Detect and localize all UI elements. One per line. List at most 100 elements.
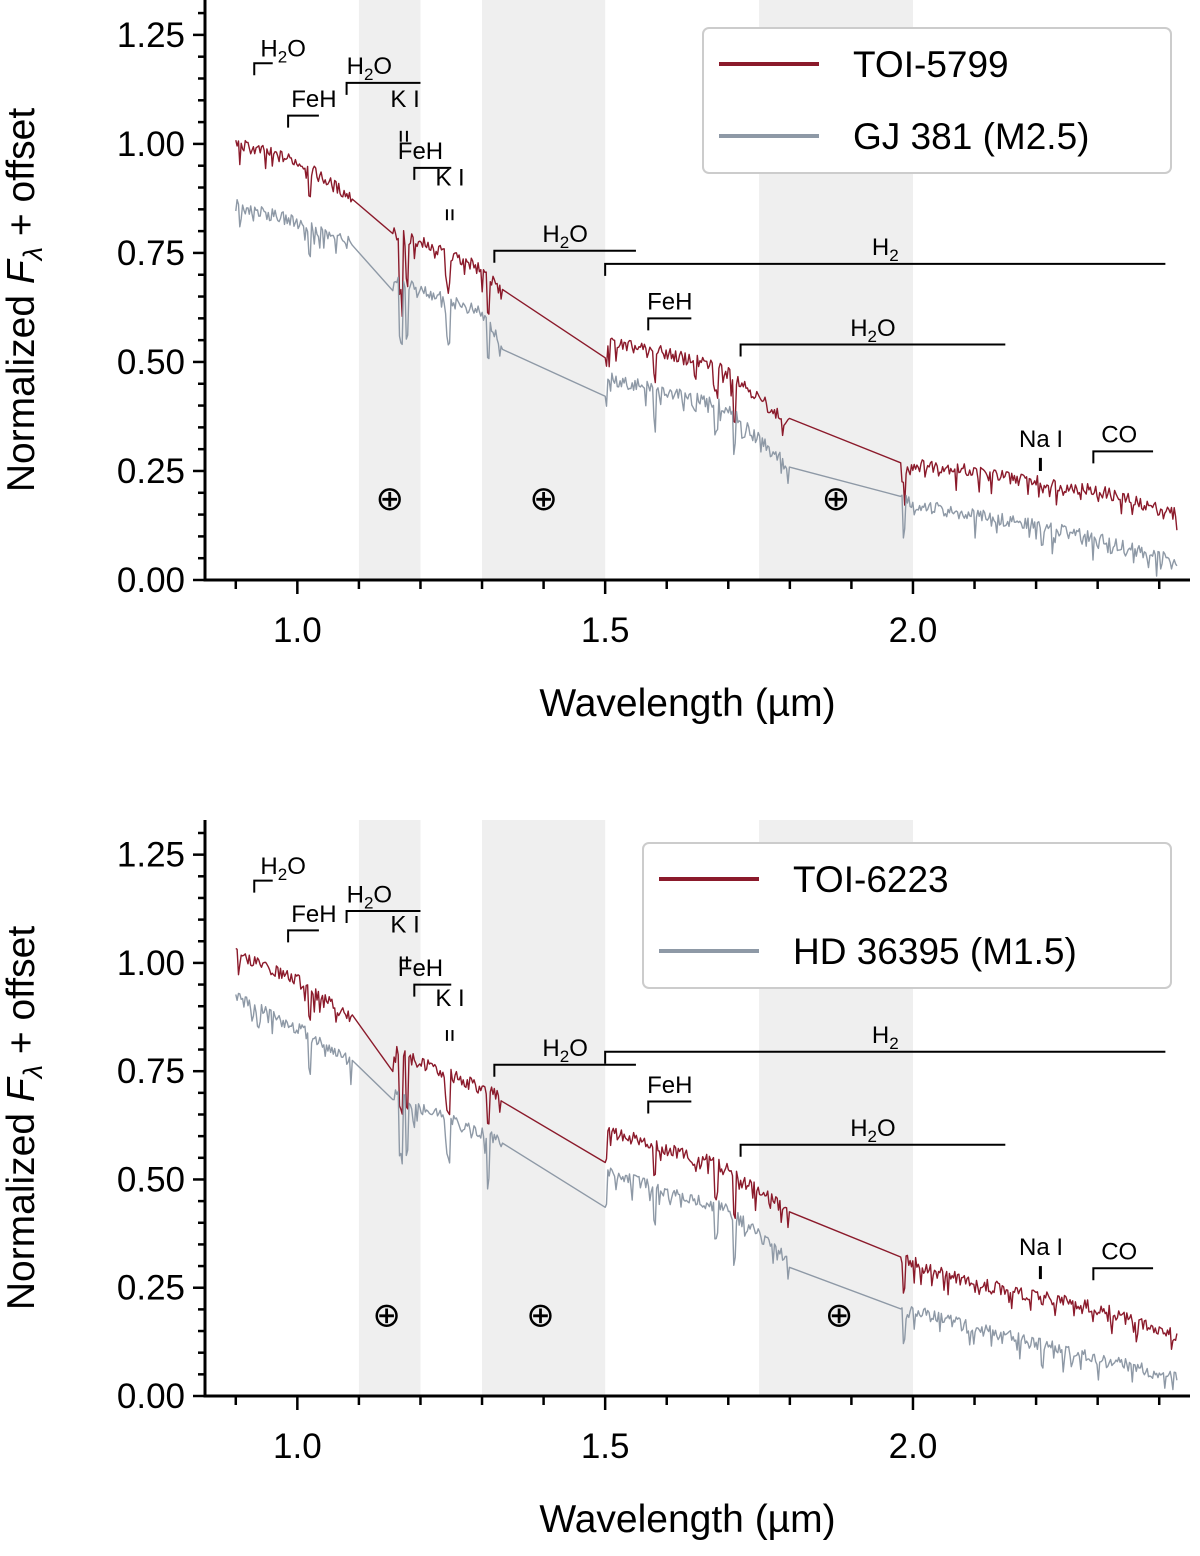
x-tick-label: 2.0 bbox=[889, 1427, 938, 1466]
label-subscript: 2 bbox=[889, 246, 898, 265]
spectrum-line bbox=[235, 199, 1178, 577]
feature-bracket bbox=[253, 879, 273, 893]
y-tick-label: 0.25 bbox=[117, 452, 185, 491]
y-axis-title: Normalized Fλ + offset bbox=[0, 926, 48, 1310]
feature-feh: FeH bbox=[287, 86, 337, 128]
label-part: H bbox=[260, 853, 277, 880]
telluric-band bbox=[358, 0, 421, 580]
feature-h2o: H2O bbox=[493, 221, 636, 263]
label-part: O bbox=[287, 36, 306, 63]
label-subscript: λ bbox=[18, 1065, 48, 1080]
feature-h2o: H2O bbox=[739, 315, 1006, 357]
feature-label: FeH bbox=[647, 1072, 692, 1099]
feature-h2: H2 bbox=[604, 1022, 1166, 1064]
feature-feh: FeH bbox=[398, 138, 452, 180]
feature-bracket bbox=[647, 1100, 692, 1114]
feature-bracket bbox=[345, 909, 421, 923]
feature-h2o: H2O bbox=[345, 881, 421, 923]
feature-na-i: Na I bbox=[1019, 426, 1063, 471]
feature-label: H2O bbox=[347, 881, 392, 912]
legend-label: GJ 381 (M2.5) bbox=[853, 116, 1089, 157]
feature-label: H2 bbox=[872, 1022, 899, 1053]
feature-bracket bbox=[604, 262, 1166, 276]
feature-bracket bbox=[287, 929, 319, 943]
series-toi-6223 bbox=[235, 947, 1178, 1350]
feature-h2o: H2O bbox=[253, 853, 306, 893]
feature-h2: H2 bbox=[604, 234, 1166, 276]
feature-label: Na I bbox=[1019, 1234, 1063, 1261]
y-tick-label: 0.50 bbox=[117, 1160, 185, 1199]
feature-label: H2 bbox=[872, 234, 899, 265]
x-tick-label: 1.0 bbox=[273, 1427, 322, 1466]
feature-bracket bbox=[604, 1050, 1166, 1064]
label-part: H bbox=[347, 53, 364, 80]
x-tick-label: 2.0 bbox=[889, 611, 938, 650]
label-subscript: 2 bbox=[560, 1047, 569, 1066]
feature-bracket bbox=[413, 166, 452, 180]
label-part: H bbox=[872, 234, 889, 261]
telluric-band bbox=[358, 820, 421, 1396]
feature-h2o: H2O bbox=[345, 53, 421, 95]
feature-co: CO bbox=[1092, 1239, 1154, 1281]
feature-label: FeH bbox=[647, 289, 692, 316]
feature-co: CO bbox=[1092, 422, 1154, 464]
feature-label: FeH bbox=[291, 901, 336, 928]
y-axis-title: Normalized Fλ + offset bbox=[0, 108, 48, 492]
legend: TOI-6223 HD 36395 (M1.5) bbox=[642, 842, 1172, 989]
x-axis-title: Wavelength (µm) bbox=[539, 682, 835, 725]
feature-label: H2O bbox=[260, 853, 305, 884]
x-axis-title: Wavelength (µm) bbox=[539, 1498, 835, 1541]
label-subscript: 2 bbox=[278, 865, 287, 884]
label-subscript: 2 bbox=[889, 1034, 898, 1053]
feature-bracket bbox=[493, 249, 636, 263]
feature-bracket bbox=[739, 1143, 1006, 1157]
feature-bracket bbox=[1092, 450, 1154, 464]
series-gj-381-m2-5- bbox=[235, 199, 1178, 577]
spectrum-line bbox=[235, 139, 1178, 531]
label-part: H bbox=[850, 315, 867, 342]
legend-label: TOI-6223 bbox=[793, 859, 949, 900]
label-part: H bbox=[347, 881, 364, 908]
earth-icon: ⊕ bbox=[526, 1296, 555, 1336]
earth-icon: ⊕ bbox=[375, 479, 404, 519]
label-subscript: 2 bbox=[278, 48, 287, 67]
x-tick-label: 1.0 bbox=[273, 611, 322, 650]
spectrum-line bbox=[235, 947, 1178, 1350]
label-part: Normalized bbox=[0, 1102, 43, 1310]
feature-h2o: H2O bbox=[253, 36, 306, 76]
feature-na-i: Na I bbox=[1019, 1234, 1063, 1280]
legend: TOI-5799 GJ 381 (M2.5) bbox=[702, 27, 1172, 174]
legend-box bbox=[642, 842, 1172, 989]
label-part: H bbox=[542, 221, 559, 248]
feature-bracket bbox=[287, 114, 319, 128]
label-part: O bbox=[287, 853, 306, 880]
feature-label: H2O bbox=[542, 1035, 587, 1066]
feature-feh: FeH bbox=[647, 289, 692, 331]
label-part: O bbox=[877, 315, 896, 342]
legend-label: TOI-5799 bbox=[853, 44, 1009, 85]
feature-label: Na I bbox=[1019, 426, 1063, 453]
feature-label: K I bbox=[390, 86, 419, 113]
feature-label: H2O bbox=[542, 221, 587, 252]
spectrum-line bbox=[235, 992, 1178, 1391]
label-part: Normalized bbox=[0, 284, 43, 492]
earth-icon: ⊕ bbox=[372, 1296, 401, 1336]
telluric-band bbox=[482, 820, 606, 1396]
earth-icon: ⊕ bbox=[529, 479, 558, 519]
earth-icon: ⊕ bbox=[825, 1296, 854, 1336]
feature-bracket bbox=[493, 1063, 636, 1077]
feature-label: K I bbox=[390, 912, 419, 939]
feature-k-i: K I bbox=[435, 164, 465, 221]
feature-label: CO bbox=[1101, 1239, 1137, 1266]
label-subscript: 2 bbox=[560, 233, 569, 252]
feature-bracket bbox=[413, 983, 452, 997]
y-tick-label: 0.00 bbox=[117, 1377, 185, 1416]
feature-h2o: H2O bbox=[739, 1115, 1006, 1157]
x-tick-label: 1.5 bbox=[581, 611, 630, 650]
feature-feh: FeH bbox=[647, 1072, 692, 1114]
y-tick-label: 0.75 bbox=[117, 234, 185, 273]
feature-label: K I bbox=[435, 164, 464, 191]
feature-bracket bbox=[345, 81, 421, 95]
